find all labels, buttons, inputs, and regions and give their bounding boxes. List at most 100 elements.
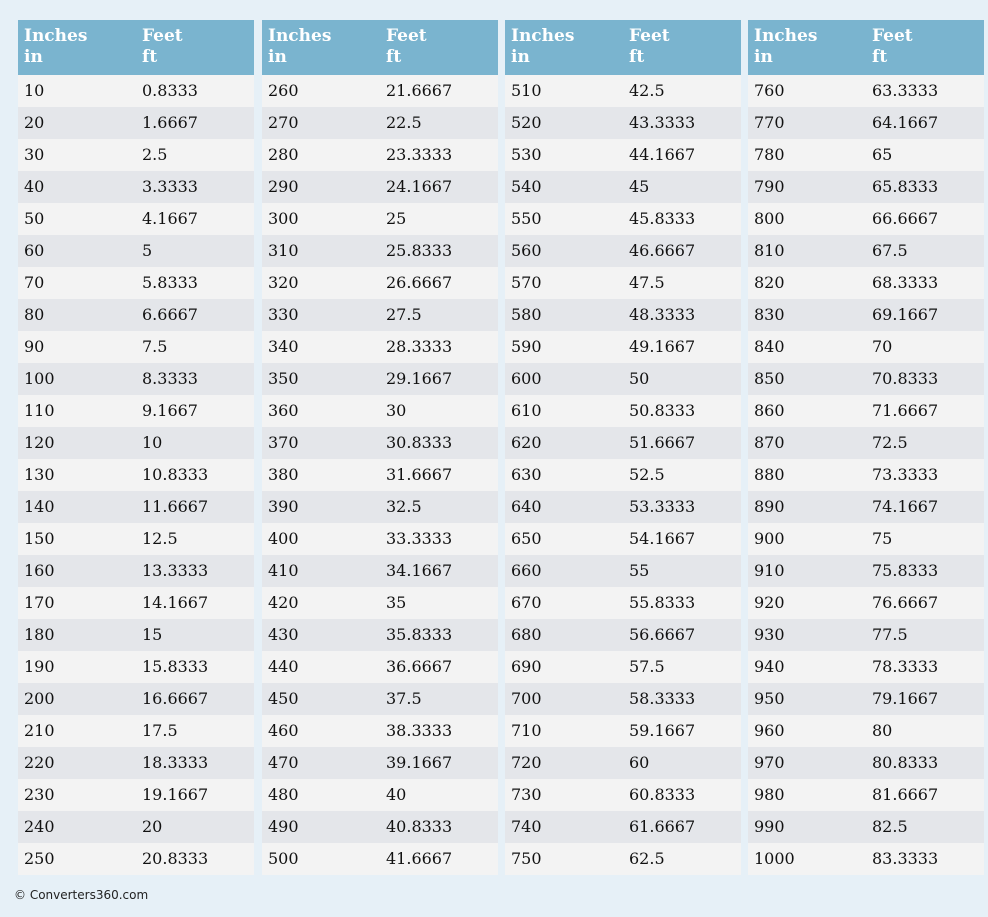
table-row: 590 49.1667 xyxy=(505,331,741,363)
header-line: Feet xyxy=(872,26,913,46)
inches-cell: 170 xyxy=(24,593,55,612)
inches-cell: 40 xyxy=(24,177,45,196)
inches-cell: 270 xyxy=(268,113,299,132)
feet-cell: 27.5 xyxy=(386,305,422,324)
feet-cell: 7.5 xyxy=(142,337,168,356)
inches-cell: 760 xyxy=(754,81,785,100)
inches-cell: 120 xyxy=(24,433,55,452)
feet-cell: 13.3333 xyxy=(142,561,209,580)
table-row: 690 57.5 xyxy=(505,651,741,683)
inches-cell: 720 xyxy=(511,753,542,772)
header-line: in xyxy=(511,47,530,67)
table-row: 750 62.5 xyxy=(505,843,741,875)
header-line: Feet xyxy=(386,26,427,46)
inches-cell: 10 xyxy=(24,81,45,100)
feet-cell: 3.3333 xyxy=(142,177,198,196)
table-row: 910 75.8333 xyxy=(748,555,984,587)
feet-cell: 0.8333 xyxy=(142,81,198,100)
inches-cell: 460 xyxy=(268,721,299,740)
feet-cell: 46.6667 xyxy=(629,241,696,260)
table-row: 670 55.8333 xyxy=(505,587,741,619)
table-row: 500 41.6667 xyxy=(262,843,498,875)
feet-cell: 55 xyxy=(629,561,650,580)
table-row: 880 73.3333 xyxy=(748,459,984,491)
feet-cell: 9.1667 xyxy=(142,401,198,420)
inches-cell: 540 xyxy=(511,177,542,196)
table-row: 650 54.1667 xyxy=(505,523,741,555)
feet-cell: 11.6667 xyxy=(142,497,209,516)
table-row: 800 66.6667 xyxy=(748,203,984,235)
feet-cell: 5.8333 xyxy=(142,273,198,292)
inches-cell: 970 xyxy=(754,753,785,772)
table-row: 490 40.8333 xyxy=(262,811,498,843)
table-row: 400 33.3333 xyxy=(262,523,498,555)
table-row: 540 45 xyxy=(505,171,741,203)
inches-cell: 990 xyxy=(754,817,785,836)
feet-cell: 67.5 xyxy=(872,241,908,260)
feet-cell: 57.5 xyxy=(629,657,665,676)
table-row: 90 7.5 xyxy=(18,331,254,363)
table-row: 770 64.1667 xyxy=(748,107,984,139)
inches-cell: 370 xyxy=(268,433,299,452)
table-row: 370 30.8333 xyxy=(262,427,498,459)
feet-cell: 26.6667 xyxy=(386,273,453,292)
inches-cell: 910 xyxy=(754,561,785,580)
feet-cell: 40 xyxy=(386,785,407,804)
feet-cell: 65 xyxy=(872,145,893,164)
table-row: 30 2.5 xyxy=(18,139,254,171)
inches-cell: 750 xyxy=(511,849,542,868)
inches-cell: 320 xyxy=(268,273,299,292)
inches-cell: 80 xyxy=(24,305,45,324)
feet-cell: 70 xyxy=(872,337,893,356)
feet-cell: 31.6667 xyxy=(386,465,453,484)
feet-cell: 35.8333 xyxy=(386,625,453,644)
feet-cell: 15.8333 xyxy=(142,657,209,676)
feet-cell: 8.3333 xyxy=(142,369,198,388)
inches-cell: 940 xyxy=(754,657,785,676)
table-row: 270 22.5 xyxy=(262,107,498,139)
feet-cell: 14.1667 xyxy=(142,593,209,612)
header-cell: Inches in xyxy=(24,26,87,68)
inches-cell: 620 xyxy=(511,433,542,452)
inches-cell: 150 xyxy=(24,529,55,548)
inches-cell: 930 xyxy=(754,625,785,644)
table-row: 450 37.5 xyxy=(262,683,498,715)
inches-cell: 570 xyxy=(511,273,542,292)
feet-cell: 44.1667 xyxy=(629,145,696,164)
feet-cell: 47.5 xyxy=(629,273,665,292)
inches-cell: 430 xyxy=(268,625,299,644)
header-cell: Feet ft xyxy=(629,26,670,68)
feet-cell: 16.6667 xyxy=(142,689,209,708)
feet-cell: 36.6667 xyxy=(386,657,453,676)
inches-cell: 700 xyxy=(511,689,542,708)
table-row: 680 56.6667 xyxy=(505,619,741,651)
header-line: Feet xyxy=(142,26,183,46)
feet-cell: 18.3333 xyxy=(142,753,209,772)
feet-cell: 79.1667 xyxy=(872,689,939,708)
feet-cell: 82.5 xyxy=(872,817,908,836)
table-row: 300 25 xyxy=(262,203,498,235)
inches-cell: 830 xyxy=(754,305,785,324)
feet-cell: 64.1667 xyxy=(872,113,939,132)
table-row: 40 3.3333 xyxy=(18,171,254,203)
feet-cell: 15 xyxy=(142,625,163,644)
header-line: ft xyxy=(386,47,402,67)
table-row: 50 4.1667 xyxy=(18,203,254,235)
table-row: 200 16.6667 xyxy=(18,683,254,715)
table-row: 850 70.8333 xyxy=(748,363,984,395)
table-row: 790 65.8333 xyxy=(748,171,984,203)
inches-cell: 530 xyxy=(511,145,542,164)
inches-cell: 140 xyxy=(24,497,55,516)
header-line: Inches xyxy=(268,26,332,46)
feet-cell: 61.6667 xyxy=(629,817,696,836)
feet-cell: 55.8333 xyxy=(629,593,696,612)
inches-cell: 110 xyxy=(24,401,55,420)
feet-cell: 68.3333 xyxy=(872,273,939,292)
inches-cell: 660 xyxy=(511,561,542,580)
table-row: 840 70 xyxy=(748,331,984,363)
table-row: 290 24.1667 xyxy=(262,171,498,203)
inches-cell: 350 xyxy=(268,369,299,388)
inches-cell: 330 xyxy=(268,305,299,324)
table-row: 570 47.5 xyxy=(505,267,741,299)
table-row: 230 19.1667 xyxy=(18,779,254,811)
